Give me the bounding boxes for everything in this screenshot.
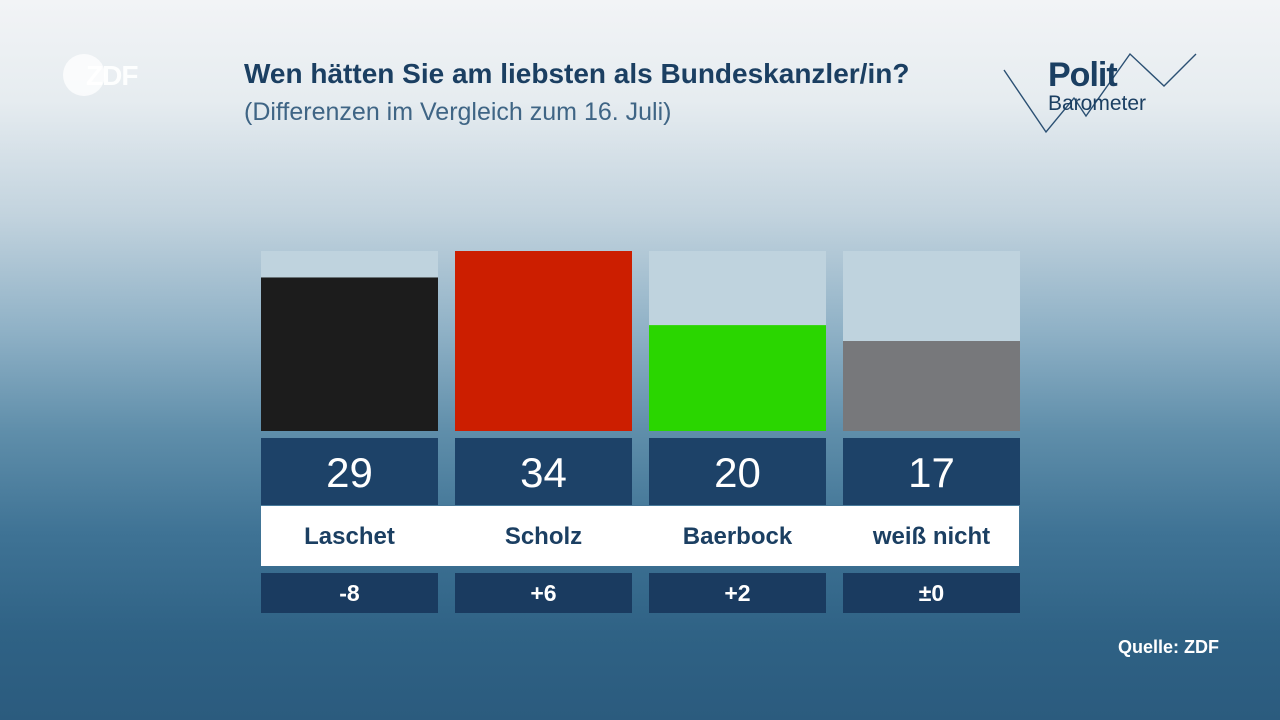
value-box [649, 438, 826, 505]
difference-box [843, 573, 1020, 613]
difference-box [649, 573, 826, 613]
name-band [261, 506, 1019, 566]
politbarometer-logo-lines [1003, 52, 1197, 134]
difference-label: -8 [339, 580, 360, 606]
politbarometer-logo-word1: Polit [1048, 56, 1118, 94]
politbarometer-logo-word2: Barometer [1048, 92, 1147, 115]
category-label: Baerbock [683, 523, 793, 550]
value-box [843, 438, 1020, 505]
difference-box [455, 573, 632, 613]
zdf-logo: ZDF [63, 54, 139, 96]
zdf-logo-text: ZDF [86, 60, 138, 91]
value-box [455, 438, 632, 505]
difference-label: +6 [530, 580, 556, 606]
bar [261, 277, 438, 431]
difference-label: +2 [724, 580, 750, 606]
value-label: 34 [520, 449, 567, 496]
value-box [261, 438, 438, 505]
value-label: 17 [908, 449, 955, 496]
bar [843, 341, 1020, 431]
difference-box [261, 573, 438, 613]
category-label: weiß nicht [872, 523, 990, 550]
chart-title: Wen hätten Sie am liebsten als Bundeskan… [244, 58, 910, 89]
bar [649, 325, 826, 431]
value-label: 29 [326, 449, 373, 496]
category-label: Scholz [505, 523, 582, 550]
source-label: Quelle: ZDF [1117, 637, 1219, 657]
value-label: 20 [714, 449, 761, 496]
category-label: Laschet [304, 523, 395, 550]
difference-label: ±0 [919, 580, 944, 606]
bar [455, 251, 632, 431]
chart-subtitle: (Differenzen im Vergleich zum 16. Juli) [244, 98, 672, 126]
